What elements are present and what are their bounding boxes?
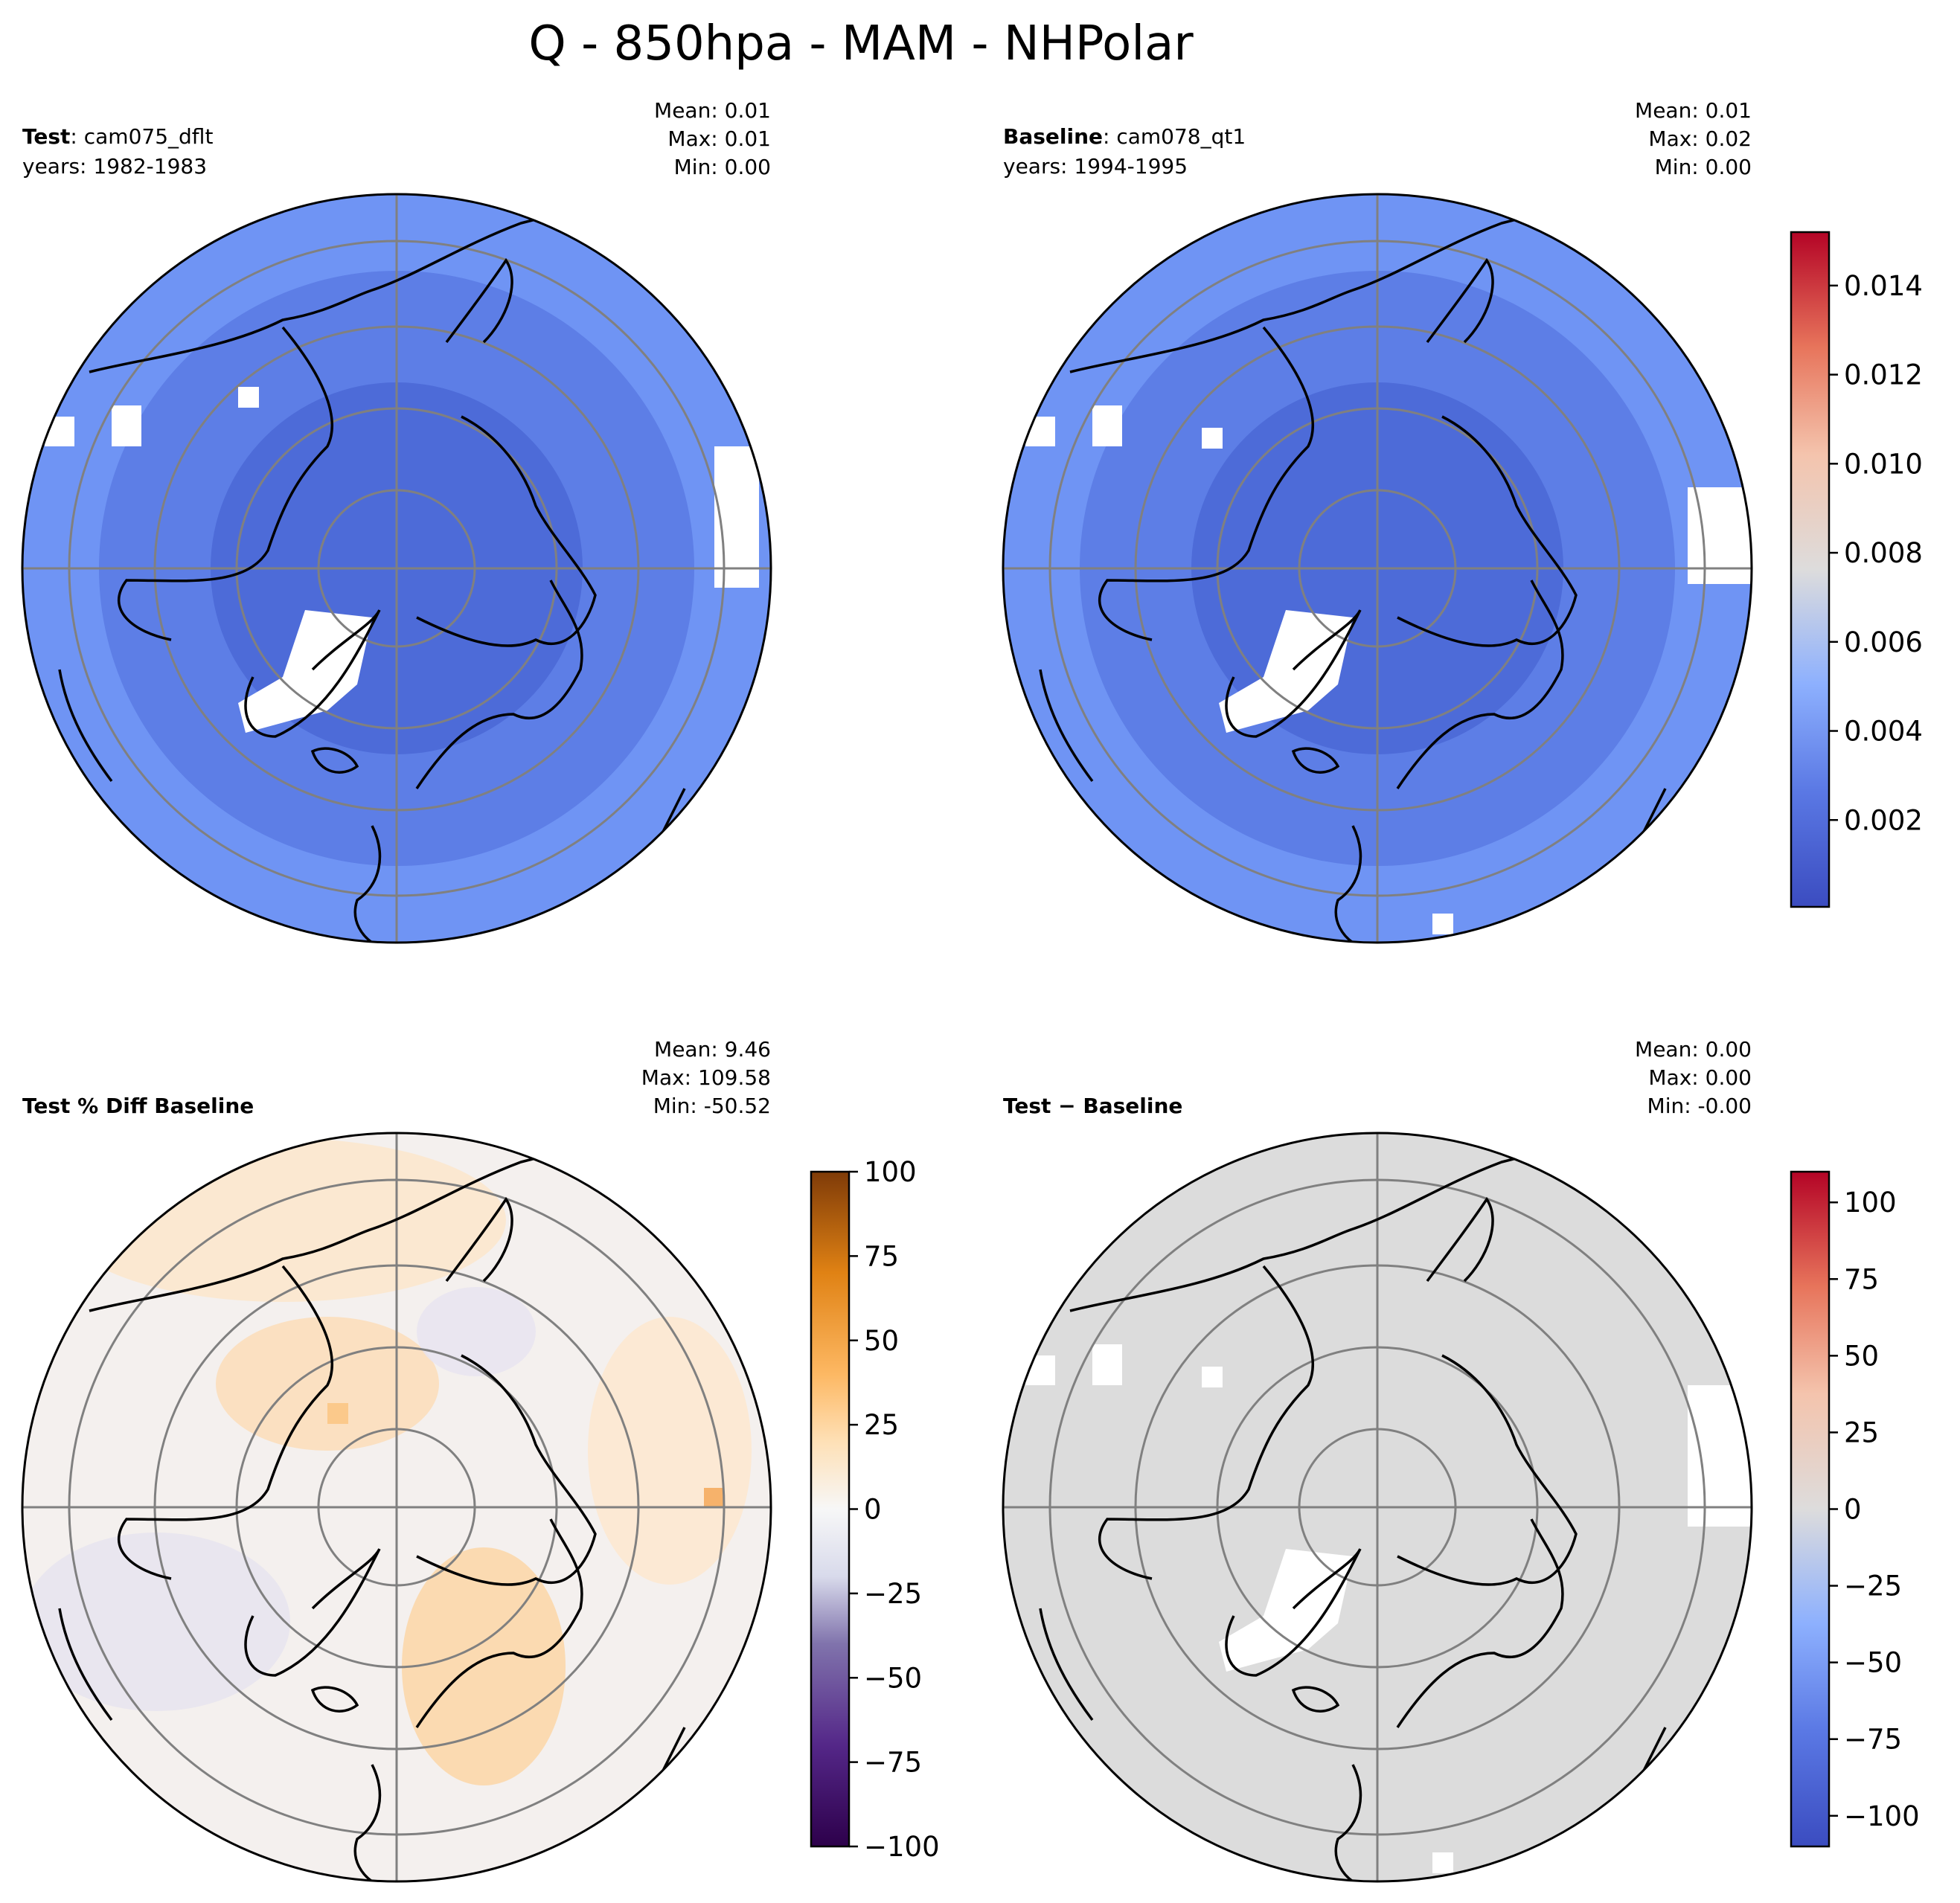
map-diff-greenland-mask (1219, 1549, 1353, 1672)
panel-baseline-case-bold: Baseline (1003, 124, 1103, 149)
map-pctdiff-negative-region (22, 1533, 290, 1711)
pctdiff-colorbar-tick-label: 100 (864, 1156, 917, 1188)
diff-colorbar-tick-label: 75 (1844, 1263, 1879, 1295)
map-test-graticule (22, 194, 771, 943)
map-baseline-missing-cell (1202, 428, 1223, 449)
top-colorbar-tick-label: 0.008 (1844, 537, 1923, 569)
diff-colorbar-tick-label: 100 (1844, 1187, 1897, 1219)
map-pctdiff-positive-region (60, 1138, 506, 1302)
diff-colorbar-tick-label: 0 (1844, 1494, 1862, 1526)
panel-test-case-name: : cam075_dflt (70, 124, 213, 149)
map-baseline-greenland-mask (1219, 610, 1353, 733)
pctdiff-colorbar-tick-label: 0 (864, 1494, 882, 1526)
panel-diff-mean: Mean: 0.00 (1635, 1037, 1752, 1062)
map-diff-missing-cell (1092, 1344, 1122, 1385)
map-baseline-boundary (1002, 193, 1753, 944)
panel-diff: Test − Baseline Mean: 0.00 Max: 0.00 Min… (1002, 1037, 1753, 1883)
top-colorbar-tick-label: 0.002 (1844, 804, 1923, 836)
panel-baseline: Baseline: cam078_qt1 years: 1994-1995 Me… (1002, 98, 1753, 944)
top-colorbar-tick-label: 0.006 (1844, 626, 1923, 658)
map-pctdiff-high-cell (704, 1488, 723, 1507)
top-colorbar-ticks: 0.002 0.004 0.006 0.008 0.010 0.012 0.014 (1829, 270, 1923, 836)
map-test-boundary (21, 193, 772, 944)
map-test-missing-cell (112, 405, 141, 446)
pctdiff-colorbar-tick-label: 75 (864, 1240, 899, 1272)
pctdiff-colorbar-tick-label: −25 (864, 1578, 922, 1610)
pctdiff-colorbar-tick-label: 25 (864, 1409, 899, 1441)
diff-colorbar-tick-label: 50 (1844, 1340, 1879, 1372)
panel-test-label: Test: cam075_dflt (22, 124, 213, 149)
diff-colorbar-tick-label: −100 (1844, 1800, 1920, 1832)
panel-test-min: Min: 0.00 (674, 155, 771, 179)
diff-colorbar-tick-label: −50 (1844, 1647, 1902, 1679)
panel-test-max: Max: 0.01 (667, 126, 771, 151)
panel-test-map (22, 194, 771, 943)
pctdiff-colorbar-tick-label: 50 (864, 1325, 899, 1357)
pctdiff-colorbar-tick-label: −100 (864, 1831, 940, 1863)
top-colorbar-tick-label: 0.012 (1844, 359, 1923, 391)
map-test-missing-cell (238, 387, 259, 408)
panel-baseline-case-name: : cam078_qt1 (1103, 124, 1246, 149)
panel-pctdiff: Test % Diff Baseline Mean: 9.46 Max: 109… (21, 1037, 772, 1883)
panel-test-years: years: 1982-1983 (22, 154, 207, 179)
top-colorbar-tick-label: 0.014 (1844, 270, 1923, 302)
pctdiff-colorbar-tick-label: −75 (864, 1747, 922, 1779)
map-baseline-missing-cell (1092, 405, 1122, 446)
panel-baseline-mean: Mean: 0.01 (1635, 98, 1752, 123)
panel-baseline-min: Min: 0.00 (1655, 155, 1752, 179)
pctdiff-colorbar-tick-label: −50 (864, 1662, 922, 1694)
map-baseline-missing-cell (1432, 914, 1453, 934)
panel-baseline-max: Max: 0.02 (1648, 126, 1752, 151)
panel-pctdiff-label: Test % Diff Baseline (22, 1094, 254, 1118)
pctdiff-colorbar-bar (810, 1170, 851, 1848)
top-colorbar: 0.002 0.004 0.006 0.008 0.010 0.012 0.014 (1790, 231, 1923, 908)
diff-colorbar-tick-label: −75 (1844, 1724, 1902, 1756)
map-diff-missing-cell (1688, 1385, 1752, 1527)
map-diff-missing-cell (1202, 1367, 1223, 1387)
map-baseline-graticule (1003, 194, 1752, 943)
panel-test-mean: Mean: 0.01 (654, 98, 771, 123)
panel-diff-min: Min: -0.00 (1647, 1094, 1752, 1118)
panel-pctdiff-min: Min: -50.52 (653, 1094, 771, 1118)
panel-test: Test: cam075_dflt years: 1982-1983 Mean:… (21, 98, 772, 944)
panel-pctdiff-max: Max: 109.58 (641, 1065, 771, 1090)
top-colorbar-bar (1790, 231, 1831, 908)
map-pctdiff-positive-region (402, 1547, 566, 1785)
map-test-missing-cell (714, 446, 759, 588)
panel-pctdiff-map (22, 1133, 771, 1881)
map-diff-graticule (1003, 1133, 1752, 1881)
panel-test-case-bold: Test (22, 124, 70, 149)
panel-baseline-map (1003, 194, 1752, 943)
diff-colorbar: 100 75 50 25 0 −25 −50 −75 −100 (1790, 1170, 1920, 1848)
diff-colorbar-ticks: 100 75 50 25 0 −25 −50 −75 −100 (1829, 1187, 1920, 1832)
panel-baseline-label: Baseline: cam078_qt1 (1003, 124, 1246, 149)
map-diff-missing-cell (1432, 1852, 1453, 1873)
diff-colorbar-tick-label: −25 (1844, 1570, 1902, 1602)
map-test-greenland-mask (238, 610, 372, 733)
diff-colorbar-bar (1790, 1170, 1831, 1848)
map-pctdiff-positive-region (588, 1317, 752, 1585)
map-pctdiff-graticule (22, 1133, 771, 1881)
panel-diff-max: Max: 0.00 (1648, 1065, 1752, 1090)
map-pctdiff-boundary (21, 1132, 772, 1883)
pctdiff-colorbar: 100 75 50 25 0 −25 −50 −75 −100 (810, 1156, 940, 1863)
top-colorbar-tick-label: 0.010 (1844, 448, 1923, 480)
panel-diff-map (1003, 1133, 1752, 1881)
figure-title: Q - 850hpa - MAM - NHPolar (528, 16, 1194, 71)
panel-pctdiff-mean: Mean: 9.46 (654, 1037, 771, 1062)
map-pctdiff-negative-region (417, 1287, 536, 1376)
top-colorbar-tick-label: 0.004 (1844, 716, 1923, 748)
panel-baseline-years: years: 1994-1995 (1003, 154, 1188, 179)
pctdiff-colorbar-ticks: 100 75 50 25 0 −25 −50 −75 −100 (849, 1156, 940, 1863)
diff-colorbar-tick-label: 25 (1844, 1416, 1879, 1448)
map-diff-boundary (1002, 1132, 1753, 1883)
map-diff-coastlines (1039, 1133, 1667, 1881)
map-pctdiff-high-cell (327, 1403, 348, 1424)
panel-diff-label: Test − Baseline (1003, 1094, 1182, 1118)
